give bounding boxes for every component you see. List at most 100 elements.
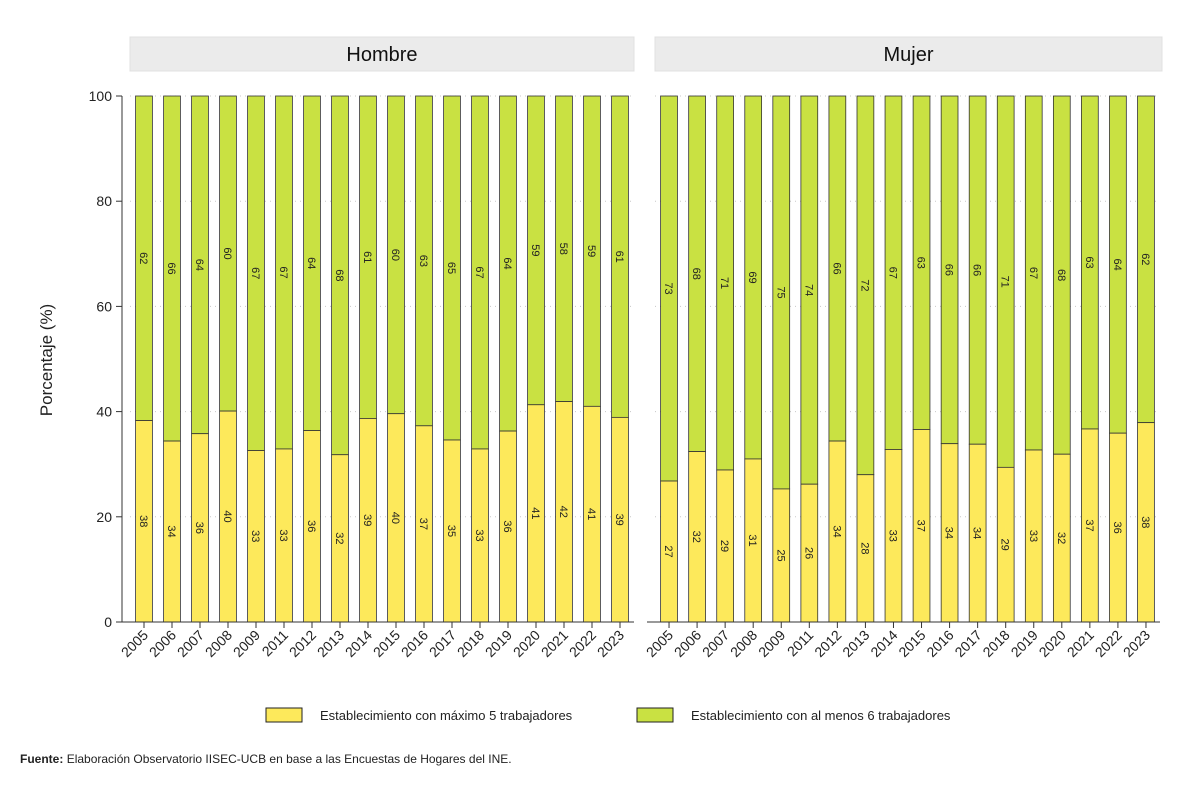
bar-label-small: 37 [915, 520, 927, 532]
bar-label-small: 33 [1027, 530, 1039, 542]
bar-label-large: 63 [1083, 256, 1095, 268]
legend-label-large: Establecimiento con al menos 6 trabajado… [691, 708, 951, 723]
bar-label-large: 59 [529, 244, 541, 256]
y-axis: 0 20 40 60 80 100 [89, 88, 122, 630]
bar-label-small: 42 [557, 506, 569, 518]
bar-label-small: 39 [361, 514, 373, 526]
bar-label-large: 68 [690, 268, 702, 280]
y-tick-label: 80 [96, 193, 112, 209]
bar-label-large: 64 [305, 257, 317, 269]
x-tick-label: 2013 [314, 627, 347, 660]
bar-label-small: 34 [165, 525, 177, 537]
bar-label-small: 38 [137, 515, 149, 527]
bar-label-small: 28 [858, 542, 870, 554]
x-tick-label: 2008 [727, 627, 760, 660]
y-tick-label: 60 [96, 298, 112, 314]
bar-label-small: 34 [971, 527, 983, 539]
bar-label-large: 65 [445, 262, 457, 274]
x-tick-label: 2017 [426, 627, 459, 660]
bar-label-small: 41 [529, 507, 541, 519]
panel-hombre: Hombre 38 62 2005 34 66 2006 36 64 2007 40 60 2008 33… [118, 37, 634, 660]
x-tick-label: 2012 [286, 627, 319, 660]
bar-label-small: 31 [746, 534, 758, 546]
x-tick-label: 2019 [1008, 627, 1041, 660]
x-tick-label: 2011 [259, 627, 292, 660]
bar-label-large: 73 [662, 282, 674, 294]
y-axis-label: Porcentaje (%) [37, 304, 56, 416]
bar-label-large: 63 [915, 257, 927, 269]
bar-label-small: 35 [445, 525, 457, 537]
x-tick-label: 2021 [1064, 627, 1097, 660]
x-tick-label: 2017 [951, 627, 984, 660]
bar-label-small: 33 [886, 530, 898, 542]
bar-label-large: 59 [585, 245, 597, 257]
bar-label-large: 60 [221, 247, 233, 259]
legend-label-small: Establecimiento con máximo 5 trabajadore… [320, 708, 573, 723]
bar-label-small: 33 [277, 529, 289, 541]
x-tick-label: 2005 [118, 627, 151, 660]
x-tick-label: 2016 [398, 627, 431, 660]
x-tick-label: 2007 [699, 627, 732, 660]
x-tick-label: 2018 [454, 627, 487, 660]
bar-label-large: 64 [193, 259, 205, 271]
stacked-bar-chart: 0 20 40 60 80 100 Hombre 38 62 2005 34 66 2006 36 64 20… [0, 0, 1200, 745]
bar-label-small: 37 [417, 518, 429, 530]
bar-label-large: 69 [746, 271, 758, 283]
bar-label-large: 66 [165, 262, 177, 274]
legend: Establecimiento con máximo 5 trabajadore… [266, 708, 951, 723]
y-tick-label: 100 [89, 88, 113, 104]
bar-label-large: 62 [137, 252, 149, 264]
bar-label-large: 61 [361, 251, 373, 263]
x-tick-label: 2015 [370, 627, 403, 660]
bar-label-large: 75 [774, 286, 786, 298]
x-tick-label: 2012 [811, 627, 844, 660]
bar-label-small: 40 [389, 512, 401, 524]
source-label: Fuente: [20, 752, 63, 766]
x-tick-label: 2011 [784, 627, 817, 660]
bar-label-large: 62 [1139, 253, 1151, 265]
bar-label-large: 64 [501, 257, 513, 269]
bar-label-large: 67 [886, 267, 898, 279]
bar-label-small: 33 [473, 529, 485, 541]
x-tick-label: 2022 [566, 627, 599, 660]
bar-label-large: 58 [557, 243, 569, 255]
bar-label-small: 41 [585, 508, 597, 520]
y-tick-label: 40 [96, 404, 112, 420]
bar-label-small: 40 [221, 510, 233, 522]
bar-label-small: 34 [830, 525, 842, 537]
bar-label-small: 36 [501, 520, 513, 532]
bar-label-large: 66 [830, 262, 842, 274]
x-tick-label: 2014 [867, 627, 900, 660]
y-tick-label: 20 [96, 509, 112, 525]
bar-label-small: 37 [1083, 519, 1095, 531]
source-text: Elaboración Observatorio IISEC-UCB en ba… [67, 752, 512, 766]
bar-label-large: 72 [858, 279, 870, 291]
bar-label-small: 36 [1111, 521, 1123, 533]
bar-label-small: 32 [690, 531, 702, 543]
x-tick-label: 2019 [482, 627, 515, 660]
bar-label-large: 64 [1111, 258, 1123, 270]
bar-label-large: 67 [1027, 267, 1039, 279]
bar-label-small: 38 [1139, 516, 1151, 528]
panel-title: Mujer [883, 44, 933, 66]
bar-label-large: 66 [943, 264, 955, 276]
bar-label-large: 67 [473, 266, 485, 278]
x-tick-label: 2015 [895, 627, 928, 660]
x-tick-label: 2023 [1120, 627, 1153, 660]
x-tick-label: 2020 [1036, 627, 1069, 660]
bar-label-small: 32 [1055, 532, 1067, 544]
panels-layer: 0 20 40 60 80 100 Hombre 38 62 2005 34 66 2006 36 64 20… [89, 37, 1162, 660]
bar-label-small: 29 [999, 539, 1011, 551]
bar-label-small: 36 [305, 520, 317, 532]
bar-label-large: 66 [971, 264, 983, 276]
x-tick-label: 2006 [671, 627, 704, 660]
legend-swatch-large [637, 708, 673, 722]
x-tick-label: 2018 [979, 627, 1012, 660]
x-tick-label: 2008 [202, 627, 235, 660]
bar-label-small: 36 [193, 522, 205, 534]
x-tick-label: 2016 [923, 627, 956, 660]
panel-title: Hombre [346, 44, 417, 66]
x-tick-label: 2009 [230, 627, 263, 660]
x-tick-label: 2020 [510, 627, 543, 660]
source-note: Fuente: Elaboración Observatorio IISEC-U… [20, 752, 512, 766]
